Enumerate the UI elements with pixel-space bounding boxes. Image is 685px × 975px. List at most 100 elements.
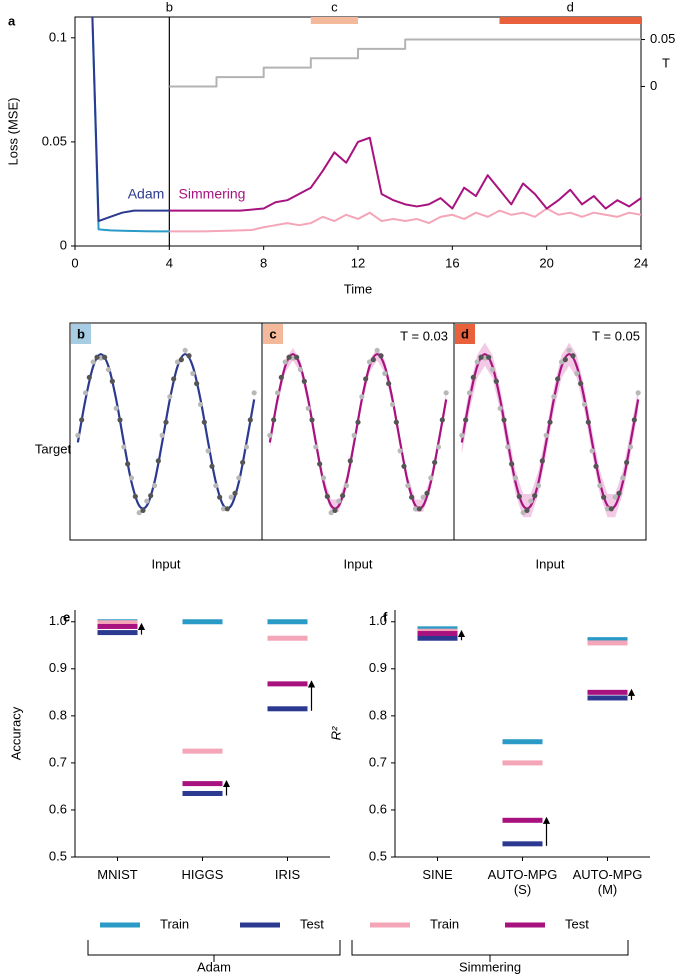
legend-label: Train bbox=[430, 916, 459, 931]
x-axis-label: Time bbox=[344, 281, 372, 296]
panel-label: a bbox=[8, 13, 16, 28]
test-point bbox=[601, 494, 607, 500]
panel-label: d bbox=[461, 326, 469, 341]
test-point bbox=[370, 357, 376, 363]
train-point bbox=[412, 506, 419, 512]
y2-tick-label: 0 bbox=[650, 78, 657, 93]
y2-axis-label: T bbox=[662, 55, 670, 70]
panel-label-box bbox=[71, 324, 91, 344]
train-point bbox=[351, 432, 357, 438]
train-point bbox=[236, 475, 242, 481]
train-point bbox=[443, 390, 449, 396]
temperature-line bbox=[169, 38, 641, 88]
test-point bbox=[401, 463, 407, 469]
test-point bbox=[486, 354, 492, 360]
test-point bbox=[355, 419, 361, 425]
legend-bracket bbox=[351, 940, 629, 962]
y-tick-label: 0.8 bbox=[369, 707, 387, 722]
train-point bbox=[251, 390, 257, 396]
dash bbox=[182, 790, 223, 796]
test-point bbox=[524, 507, 530, 513]
test-point bbox=[271, 417, 277, 423]
dash bbox=[267, 619, 308, 625]
test-point bbox=[140, 507, 146, 513]
test-point bbox=[102, 354, 108, 360]
train-point bbox=[167, 394, 173, 400]
panel-frame bbox=[453, 322, 647, 541]
test-point bbox=[86, 374, 92, 380]
train-point bbox=[121, 444, 127, 450]
y-tick-label: 0.6 bbox=[369, 801, 387, 816]
y-tick-label: 0.9 bbox=[369, 660, 387, 675]
train-point bbox=[574, 370, 580, 377]
train-point bbox=[604, 506, 611, 512]
test-point bbox=[608, 506, 614, 512]
region-bar bbox=[310, 17, 358, 24]
test-point bbox=[317, 461, 323, 467]
train-point bbox=[535, 483, 542, 489]
loss-line bbox=[91, 17, 170, 223]
test-point bbox=[294, 354, 300, 360]
annotation: Adam bbox=[128, 186, 165, 202]
x-tick-label: IRIS bbox=[274, 867, 301, 882]
train-point bbox=[466, 390, 473, 396]
test-point bbox=[463, 417, 469, 423]
train-point bbox=[228, 494, 234, 500]
train-point bbox=[397, 448, 403, 454]
train-point bbox=[267, 432, 273, 438]
train-point bbox=[474, 359, 480, 365]
train-point bbox=[620, 475, 626, 481]
train-point bbox=[159, 432, 165, 438]
test-point bbox=[547, 419, 553, 425]
y2-tick-label: 0.05 bbox=[650, 31, 675, 46]
panel-label-box bbox=[263, 324, 283, 344]
y-axis-label: Loss (MSE) bbox=[5, 98, 20, 166]
loss-line bbox=[169, 136, 641, 212]
test-point bbox=[79, 417, 85, 423]
train-point bbox=[627, 444, 634, 450]
y-tick-label: 0.05 bbox=[42, 133, 67, 148]
test-point bbox=[301, 378, 307, 384]
dash bbox=[417, 631, 458, 637]
test-point bbox=[347, 458, 353, 464]
dash bbox=[182, 619, 223, 625]
temperature-label: T = 0.03 bbox=[400, 328, 448, 343]
y-tick-label: 0.7 bbox=[49, 754, 67, 769]
train-point bbox=[558, 359, 565, 365]
test-point bbox=[516, 493, 522, 500]
test-point bbox=[186, 353, 192, 359]
train-point bbox=[113, 405, 119, 411]
x-tick-label: 16 bbox=[445, 255, 459, 270]
dash bbox=[267, 681, 308, 687]
test-point bbox=[363, 376, 369, 382]
test-point bbox=[578, 380, 584, 387]
train-point bbox=[505, 444, 511, 450]
test-point bbox=[570, 353, 576, 359]
temperature-label: T = 0.05 bbox=[592, 328, 640, 343]
dash bbox=[267, 635, 308, 641]
x-tick-label: AUTO-MPG (M) bbox=[572, 867, 643, 897]
test-point bbox=[409, 494, 415, 500]
test-point bbox=[194, 380, 200, 387]
test-point bbox=[171, 376, 177, 382]
annotation: Simmering bbox=[179, 186, 246, 202]
test-point bbox=[232, 490, 238, 496]
train-point bbox=[543, 432, 549, 438]
dash bbox=[97, 620, 138, 626]
region-label: d bbox=[567, 0, 574, 14]
train-point bbox=[128, 475, 135, 481]
dash bbox=[587, 689, 628, 695]
panel-label: f bbox=[383, 609, 388, 624]
y-tick-label: 0.9 bbox=[49, 660, 67, 675]
y-axis-label: R² bbox=[328, 726, 343, 740]
y-tick-label: 0.5 bbox=[369, 848, 387, 863]
test-point bbox=[493, 378, 499, 384]
test-point bbox=[178, 357, 184, 363]
x-tick-label: 4 bbox=[166, 255, 173, 270]
test-point bbox=[432, 459, 438, 466]
y-tick-label: 0 bbox=[60, 237, 67, 252]
dash bbox=[97, 630, 138, 636]
dash bbox=[182, 748, 223, 754]
test-point bbox=[439, 417, 445, 423]
test-point bbox=[247, 417, 253, 423]
